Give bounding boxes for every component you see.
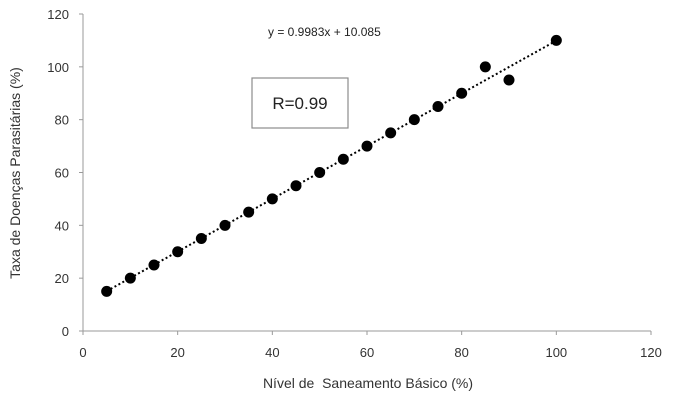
- data-point: [266, 193, 278, 205]
- r-value-label: R=0.99: [272, 94, 327, 113]
- x-axis-title: Nível de Saneamento Básico (%): [263, 375, 473, 391]
- data-point: [219, 219, 231, 231]
- data-point: [408, 114, 420, 126]
- x-tick-label: 20: [170, 345, 184, 360]
- data-points-layer: [101, 34, 562, 297]
- y-tick-label: 40: [55, 218, 69, 233]
- data-point: [361, 140, 373, 152]
- data-point: [172, 246, 184, 258]
- r-value-box: [251, 77, 349, 129]
- x-tick-label: 100: [545, 345, 567, 360]
- data-point: [385, 127, 397, 139]
- data-point: [243, 206, 255, 218]
- data-point: [290, 180, 302, 192]
- y-tick-label: 20: [55, 271, 69, 286]
- y-tick-label: 120: [47, 7, 69, 22]
- data-point: [101, 285, 113, 297]
- axes-layer: [79, 13, 652, 335]
- data-point: [124, 272, 136, 284]
- x-tick-label: 60: [360, 345, 374, 360]
- y-tick-label: 100: [47, 60, 69, 75]
- x-tick-label: 40: [265, 345, 279, 360]
- x-tick-label: 120: [640, 345, 662, 360]
- data-point: [432, 100, 444, 112]
- y-axis-title: Taxa de Doenças Parasitárias (%): [7, 67, 23, 279]
- data-point: [337, 153, 349, 165]
- data-point: [550, 34, 562, 46]
- y-tick-label: 60: [55, 166, 69, 181]
- x-tick-label: 0: [79, 345, 86, 360]
- y-tick-label: 80: [55, 113, 69, 128]
- data-point: [503, 74, 515, 86]
- data-point: [148, 259, 160, 271]
- equation-label: y = 0.9983x + 10.085: [268, 25, 381, 39]
- x-tick-label: 80: [454, 345, 468, 360]
- data-point: [456, 87, 468, 99]
- data-point: [195, 233, 207, 245]
- tick-labels-layer: 0 20 40 60 80 100 120 0 20 40 60 80 100 120: [47, 7, 662, 360]
- y-tick-label: 0: [62, 324, 69, 339]
- data-point: [479, 61, 491, 73]
- data-point: [314, 167, 326, 178]
